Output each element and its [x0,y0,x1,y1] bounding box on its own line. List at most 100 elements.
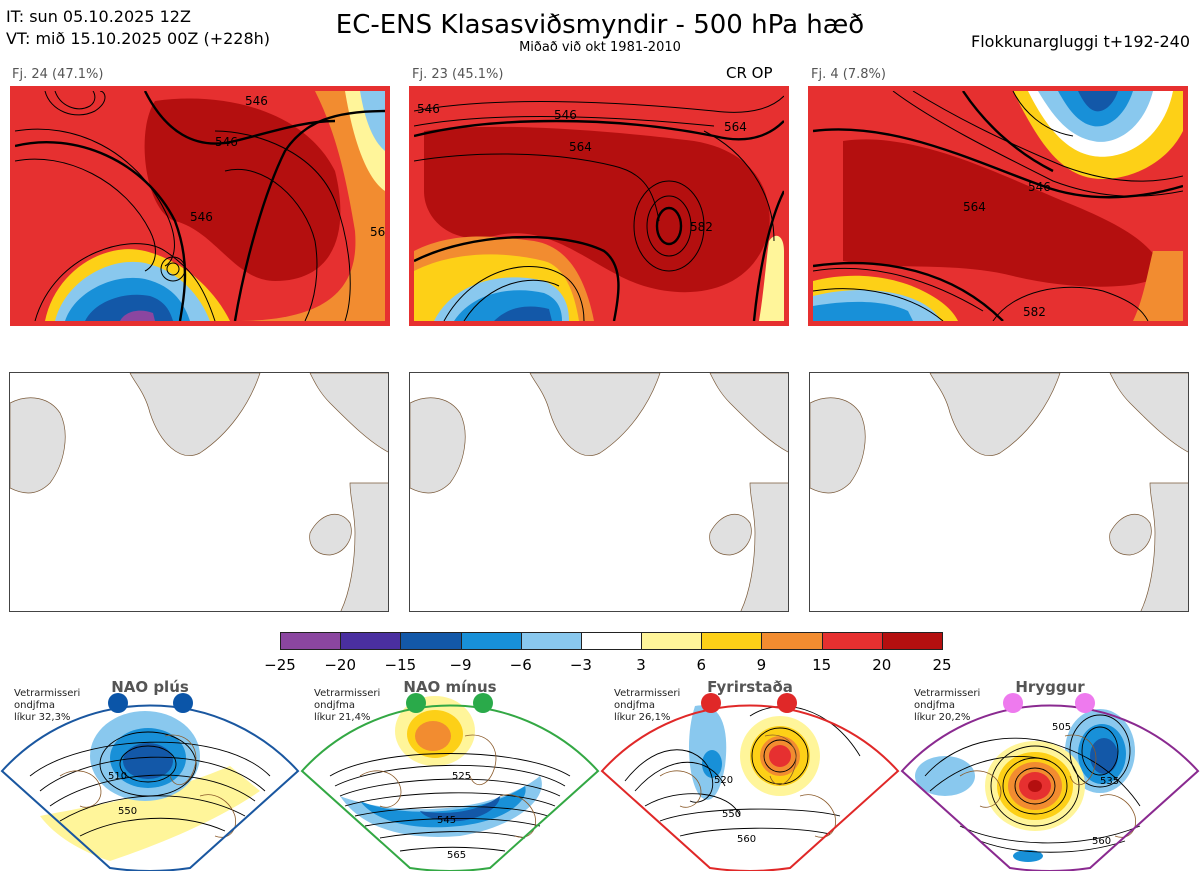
regime-probability: Vetrarmisseri ondjfma líkur 26,1% [614,688,680,724]
colorbar-bin-1 [340,632,402,650]
nao-plus-contour-550: 550 [118,806,137,817]
regime-nao-plus: 510 550 NAO plús Vetrarmisseri ondjfma l… [0,676,300,871]
colorbar-tick-label: 6 [696,656,707,674]
cr-op-label: CR OP [726,64,773,82]
colorbar-bin-6 [641,632,703,650]
regime-likelihood: líkur 21,4% [314,712,371,723]
cluster-label-3: Fj. 4 (7.8%) [811,67,886,82]
cluster-map-3-graphic: 546 564 582 [813,91,1183,321]
colorbar-tick-label: −15 [384,656,417,674]
regime-nao-minus: 525 545 565 NAO mínus Vetrarmisseri ondj… [300,676,600,871]
regime-months: ondjfma [14,700,55,711]
cluster-3-contour-564: 564 [963,200,986,214]
hryggur-contour-560: 560 [1092,836,1111,847]
cluster-1-contour-546c: 546 [190,210,213,224]
empty-map-1-graphic [10,373,388,611]
cluster-map-2: 546 564 564 582 546 [409,86,789,326]
regime-nao-minus-map: 525 545 565 [300,696,600,871]
regime-fyrirstada: 520 550 560 Fyrirstaða Vetrarmisseri ond… [600,676,900,871]
regime-dot-left [701,693,721,713]
colorbar-bin-0 [280,632,342,650]
valid-time: VT: mið 15.10.2025 00Z (+228h) [6,29,271,48]
colorbar-tick-label: 3 [636,656,646,674]
cluster-2-contour-546: 546 [417,102,440,116]
regime-season: Vetrarmisseri [914,688,981,699]
fyrirstada-contour-560: 560 [737,834,756,845]
empty-map-2 [409,372,789,612]
regime-months: ondjfma [614,700,655,711]
colorbar-bin-3 [460,632,522,650]
nao-minus-contour-525: 525 [452,771,471,782]
regime-name: Fyrirstaða [707,678,793,696]
colorbar-tick-label: 25 [932,656,952,674]
empty-map-3-graphic [810,373,1188,611]
colorbar [280,632,943,652]
regime-dot-right [1075,693,1095,713]
chart-title: EC-ENS Klasasviðsmyndir - 500 hPa hæð [335,10,865,40]
colorbar-bin-9 [821,632,883,650]
colorbar-bin-5 [580,632,643,650]
cluster-label-1: Fj. 24 (47.1%) [12,67,104,82]
colorbar-tick-label: 15 [812,656,832,674]
nao-minus-contour-565: 565 [447,850,466,861]
cluster-map-2-graphic: 546 564 564 582 546 [414,91,784,321]
cluster-map-1: 546 546 546 564 [10,86,390,326]
colorbar-bin-4 [520,632,582,650]
regime-dot-right [173,693,193,713]
colorbar-tick-label: 9 [756,656,767,674]
cluster-2-contour-564: 564 [569,140,592,154]
cluster-1-contour-546b: 546 [215,135,238,149]
chart-subtitle: Miðað við okt 1981-2010 [519,40,681,55]
colorbar-tick-label: 20 [872,656,892,674]
regime-fyrirstada-map: 520 550 560 [600,704,900,871]
colorbar-bin-7 [701,632,763,650]
empty-map-1 [9,372,389,612]
regime-nao-plus-map: 510 550 [0,704,300,871]
classification-window: Flokkunargluggi t+192-240 [971,32,1190,51]
colorbar-tick-label: −6 [509,656,532,674]
hryggur-contour-535: 535 [1100,776,1119,787]
cluster-2-contour-564b: 564 [724,120,747,134]
fyrirstada-contour-550: 550 [722,809,741,820]
nao-plus-contour-510: 510 [108,771,127,782]
regime-name: Hryggur [1015,678,1085,696]
cluster-2-contour-546b: 546 [554,108,577,122]
regime-months: ondjfma [914,700,955,711]
colorbar-tick-label: −25 [264,656,296,674]
regime-dot-left [108,693,128,713]
regime-season: Vetrarmisseri [614,688,681,699]
regime-dot-left [1003,693,1023,713]
regime-season: Vetrarmisseri [14,688,81,699]
cluster-1-contour-564: 564 [370,225,385,239]
colorbar-tick-label: −9 [449,656,472,674]
cluster-2-contour-582: 582 [690,220,713,234]
colorbar-bin-2 [400,632,462,650]
hryggur-contour-505: 505 [1052,722,1071,733]
colorbar-bin-10 [881,632,943,650]
regime-hryggur: 505 535 560 Hryggur Vetrarmisseri ondjfm… [900,676,1200,871]
colorbar-tick-label: −3 [569,656,592,674]
regime-likelihood: líkur 26,1% [614,712,671,723]
regime-probability: Vetrarmisseri ondjfma líkur 32,3% [14,688,80,724]
nao-minus-contour-545: 545 [437,815,456,826]
regime-dot-right [473,693,493,713]
init-time: IT: sun 05.10.2025 12Z [6,7,191,26]
cluster-map-1-graphic: 546 546 546 564 [15,91,385,321]
cluster-map-3: 546 564 582 [808,86,1188,326]
colorbar-tick-label: −20 [324,656,356,674]
regime-season: Vetrarmisseri [314,688,381,699]
cluster-label-2: Fj. 23 (45.1%) [412,67,504,82]
regime-likelihood: líkur 32,3% [14,712,71,723]
regime-probability: Vetrarmisseri ondjfma líkur 21,4% [314,688,380,724]
cluster-1-contour-546: 546 [245,94,268,108]
regime-dot-left [406,693,426,713]
cluster-3-contour-582: 582 [1023,305,1046,319]
regime-hryggur-map: 505 535 560 [900,704,1200,871]
regime-name: NAO plús [111,678,189,696]
regime-months: ondjfma [314,700,355,711]
cluster-3-contour-546: 546 [1028,180,1051,194]
fyrirstada-contour-520: 520 [714,775,733,786]
regime-likelihood: líkur 20,2% [914,712,971,723]
empty-map-2-graphic [410,373,788,611]
regime-name: NAO mínus [403,678,497,696]
